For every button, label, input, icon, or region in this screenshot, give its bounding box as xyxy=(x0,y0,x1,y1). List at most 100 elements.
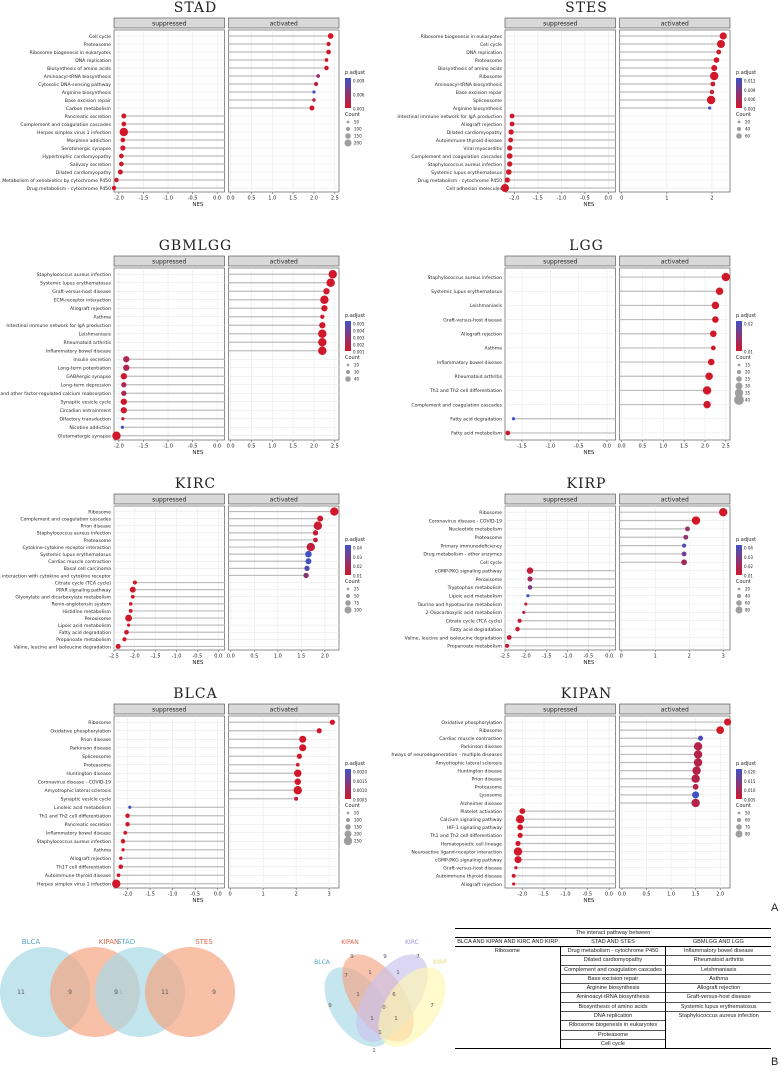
lollipop-point xyxy=(299,744,307,752)
legend-count-tick: 100 xyxy=(354,608,362,613)
legend-count-dot xyxy=(736,133,742,139)
tick-label: 1.0 xyxy=(667,892,675,898)
pathway-label: Systemic lupus erythematosus xyxy=(40,552,111,558)
venn-set-label: KIPAN xyxy=(99,938,119,946)
pathway-label: PPAR signaling pathway xyxy=(56,587,111,593)
tick-label: 0.0 xyxy=(603,444,611,450)
legend-count-dot xyxy=(736,369,742,375)
lollipop-point xyxy=(517,824,524,831)
legend-padjust-tick: 0.0015 xyxy=(353,779,367,784)
pathway-label: Peroxisome xyxy=(476,577,503,583)
pathway-label: Th17 cell differentiation xyxy=(55,865,111,871)
venn-region-count: 9 xyxy=(68,989,72,996)
tick-label: 1 xyxy=(654,654,657,660)
pathway-label: Staphylococcus aureus infection xyxy=(428,275,502,281)
lollipop-point xyxy=(121,382,127,388)
pathway-label: Complement and coagulation cascades xyxy=(411,402,502,408)
lollipop-point xyxy=(526,594,530,598)
pathway-label: 2-Oxocarboxylic acid metabolism xyxy=(425,610,502,616)
pathway-label: Drug metabolism - cytochrome P450 xyxy=(417,178,502,184)
legend-padjust-title: p.adjust xyxy=(345,537,365,543)
pathway-label: Complement and coagulation cascades xyxy=(20,516,111,522)
panel-title: BLCA xyxy=(173,686,218,702)
venn-region-count: 1 xyxy=(368,970,372,976)
tick-label: 0.0 xyxy=(604,196,612,202)
axis-title: NES xyxy=(583,898,595,904)
legend-color-bar xyxy=(736,545,742,575)
lollipop-point xyxy=(716,49,722,55)
tick-label: -1.0 xyxy=(172,654,182,660)
legend-count-tick: 200 xyxy=(354,141,362,146)
pathway-label: Fatty acid metabolism xyxy=(451,431,502,437)
lollipop-point xyxy=(294,769,302,777)
legend-padjust-tick: 0.04 xyxy=(353,546,362,551)
venn-set-label: BLCA xyxy=(314,959,331,966)
legend-count-dot xyxy=(345,126,351,132)
legend-count-tick: 250 xyxy=(354,839,362,844)
strip-label-activated: activated xyxy=(270,21,298,28)
table-body: Ribosome Drug metabolism - cytochrome P45… xyxy=(455,947,772,1050)
pathway-label: Ribosome biogenesis in eukaryotes xyxy=(30,50,112,56)
tick-label: -0.5 xyxy=(580,196,590,202)
panel-title: KIRC xyxy=(174,476,217,492)
pathway-label: Ribosome xyxy=(88,720,111,726)
pathway-label: Cell cycle xyxy=(480,560,502,566)
lollipop-point xyxy=(719,507,728,517)
lollipop-point xyxy=(303,572,309,579)
strip-label-suppressed: suppressed xyxy=(543,21,578,28)
lollipop-point xyxy=(681,559,687,566)
venn-region-count: 7 xyxy=(416,954,420,960)
pathway-label: Nicotine addiction xyxy=(69,425,111,431)
pathway-label: Serotonergic synapse xyxy=(61,146,111,152)
lollipop-point xyxy=(708,106,712,110)
lollipop-point xyxy=(527,576,533,582)
pathway-label: Ribosome xyxy=(479,510,502,516)
legend-count-tick: 40 xyxy=(354,377,360,382)
strip-suppressed xyxy=(113,493,225,505)
table-cell: Aminoacyl-tRNA biosynthesis xyxy=(560,993,666,1003)
lollipop-point xyxy=(121,121,127,127)
tick-label: -1.0 xyxy=(561,892,571,898)
legend-count-tick: 30 xyxy=(354,370,360,375)
lollipop-point xyxy=(705,372,713,380)
lollipop-point xyxy=(120,407,127,414)
lollipop-point xyxy=(514,856,522,864)
axis-title: NES xyxy=(192,202,204,208)
pathway-label: Lipoic acid metabolism xyxy=(449,594,502,600)
legend-count-title: Count xyxy=(736,579,751,585)
lollipop-point xyxy=(691,798,700,808)
lollipop-point xyxy=(306,542,315,552)
lollipop-point xyxy=(709,89,715,95)
lollipop-point xyxy=(304,565,310,572)
pathway-label: Dilated cardiomyopathy xyxy=(56,170,112,176)
legend-count-tick: 35 xyxy=(745,391,751,396)
legend-count-dot xyxy=(736,593,742,599)
strip-label-suppressed: suppressed xyxy=(152,21,187,28)
legend-count-tick: 40 xyxy=(745,127,751,132)
legend-padjust-title: p.adjust xyxy=(345,70,365,76)
venn-region-count: 11 xyxy=(17,989,25,996)
pathway-label: Fatty acid degradation xyxy=(450,627,502,633)
legend-count-tick: 50 xyxy=(354,594,360,599)
legend-padjust-tick: 0.020 xyxy=(744,770,756,775)
panel-title: LGG xyxy=(569,238,604,254)
dotplot-svg: suppressed activated -2.5 -2.0 -1.5 -1.0 -0.5 0… xyxy=(405,493,756,666)
pathway-label: Lysosome xyxy=(479,793,502,799)
lollipop-point xyxy=(691,516,701,525)
strip-suppressed xyxy=(113,255,225,267)
tick-label: 1.0 xyxy=(274,654,282,660)
legend-count-tick: 70 xyxy=(745,825,751,830)
lollipop-point xyxy=(702,386,712,395)
tick-label: 1.5 xyxy=(692,892,700,898)
legend-count-dot xyxy=(737,587,741,591)
tick-label: 0.0 xyxy=(618,444,626,450)
pathway-label: Inflammatory bowel disease xyxy=(46,831,111,837)
tick-label: -0.5 xyxy=(574,444,584,450)
tick-label: 2 xyxy=(295,892,298,898)
pathway-label: Th1 and Th2 cell differentiation xyxy=(429,833,502,839)
venn-circle xyxy=(145,947,235,1037)
lollipop-point xyxy=(719,32,727,40)
strip-label-activated: activated xyxy=(661,497,689,504)
pathway-label: Cardiac muscle contraction xyxy=(439,736,502,742)
pathway-label: Dilated cardiomyopathy xyxy=(447,130,503,136)
